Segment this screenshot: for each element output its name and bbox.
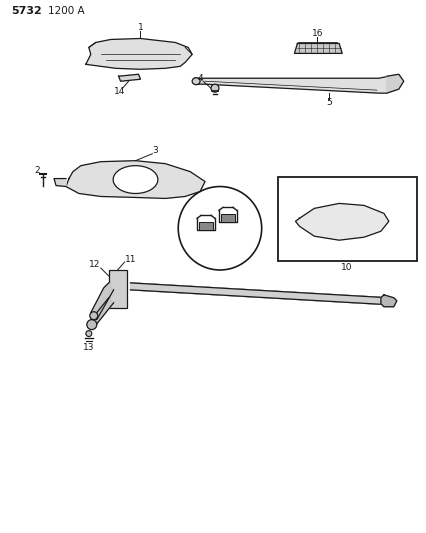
Polygon shape xyxy=(86,38,192,69)
Text: 14: 14 xyxy=(114,87,125,95)
Bar xyxy=(220,214,234,222)
Polygon shape xyxy=(118,74,140,81)
Text: 4: 4 xyxy=(197,74,202,83)
Bar xyxy=(277,176,416,261)
Polygon shape xyxy=(54,179,66,187)
Ellipse shape xyxy=(113,166,158,193)
Polygon shape xyxy=(380,295,396,306)
Polygon shape xyxy=(294,44,341,53)
Text: 7: 7 xyxy=(283,229,288,238)
Text: 13: 13 xyxy=(83,343,94,352)
Bar xyxy=(109,270,126,308)
Text: 3: 3 xyxy=(152,146,158,155)
Ellipse shape xyxy=(178,187,261,270)
Ellipse shape xyxy=(192,78,200,85)
Text: 1: 1 xyxy=(137,23,143,32)
Bar xyxy=(199,222,213,230)
Text: 2: 2 xyxy=(34,166,40,175)
Text: 10: 10 xyxy=(340,263,352,272)
Circle shape xyxy=(89,312,98,320)
Circle shape xyxy=(210,84,219,92)
Polygon shape xyxy=(195,76,393,93)
Polygon shape xyxy=(295,204,388,240)
Text: 1200 A: 1200 A xyxy=(48,6,84,15)
Text: 6: 6 xyxy=(283,201,288,210)
Text: 9: 9 xyxy=(395,229,400,238)
Polygon shape xyxy=(91,283,113,320)
Text: 8: 8 xyxy=(395,201,400,210)
Text: 11: 11 xyxy=(124,255,136,263)
Circle shape xyxy=(86,330,92,336)
Text: 16: 16 xyxy=(311,29,322,38)
Polygon shape xyxy=(386,74,403,93)
Text: 5: 5 xyxy=(325,98,331,107)
Circle shape xyxy=(86,320,97,329)
Polygon shape xyxy=(66,160,204,198)
Text: 15: 15 xyxy=(214,199,225,208)
Text: 12: 12 xyxy=(89,260,100,269)
Polygon shape xyxy=(89,298,113,328)
Text: 5732: 5732 xyxy=(12,6,42,15)
Polygon shape xyxy=(130,283,388,305)
